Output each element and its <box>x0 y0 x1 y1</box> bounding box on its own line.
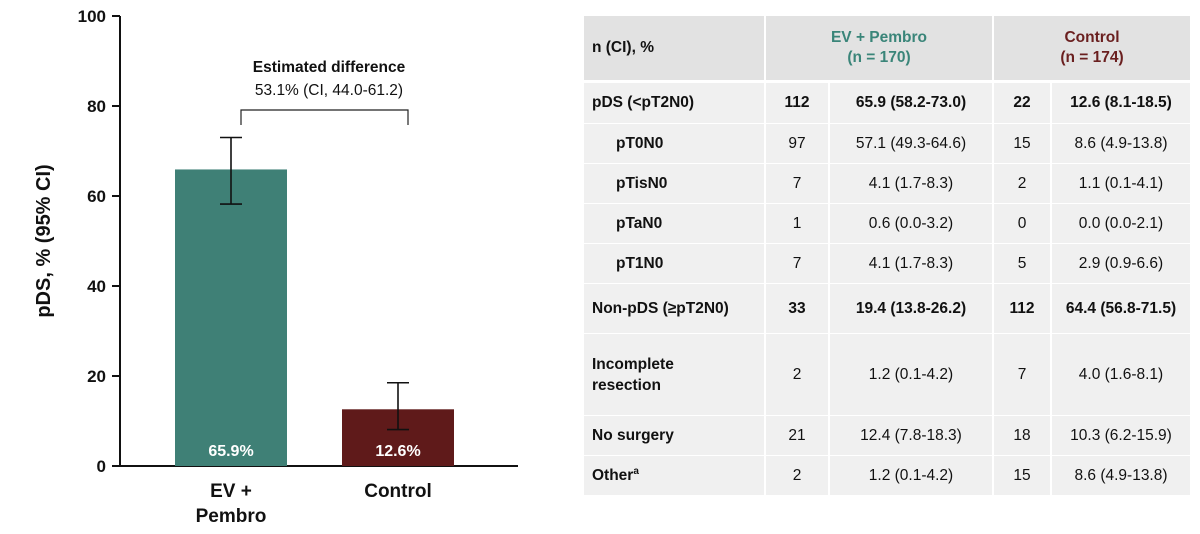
bars-group <box>175 169 454 466</box>
header-control-count: (n = 174) <box>1060 49 1124 66</box>
ev-pct: 0.6 (0.0-3.2) <box>829 203 994 244</box>
table-row: pT1N0 7 4.1 (1.7-8.3) 5 2.9 (0.9-6.6) <box>584 243 1190 284</box>
ev-pct: 65.9 (58.2-73.0) <box>829 81 994 124</box>
control-n: 18 <box>993 415 1052 456</box>
row-label: pTaN0 <box>584 203 766 244</box>
bar-value-label: 12.6% <box>375 443 420 460</box>
control-pct: 10.3 (6.2-15.9) <box>1051 415 1190 456</box>
ev-pct: 12.4 (7.8-18.3) <box>829 415 994 456</box>
table-header-row: n (CI), % EV + Pembro (n = 170) Control … <box>584 16 1190 83</box>
table-row: No surgery 21 12.4 (7.8-18.3) 18 10.3 (6… <box>584 415 1190 456</box>
control-n: 5 <box>993 243 1052 284</box>
x-category-label: Pembro <box>196 506 267 527</box>
header-ev-count: (n = 170) <box>847 49 911 66</box>
header-control: Control (n = 174) <box>993 16 1190 83</box>
control-n: 112 <box>993 283 1052 334</box>
control-pct: 64.4 (56.8-71.5) <box>1051 283 1190 334</box>
y-tick-label: 80 <box>87 97 106 116</box>
row-label: Incomplete resection <box>584 333 766 416</box>
header-ev-pembro: EV + Pembro (n = 170) <box>765 16 994 83</box>
control-pct: 8.6 (4.9-13.8) <box>1051 455 1190 496</box>
control-pct: 8.6 (4.9-13.8) <box>1051 123 1190 164</box>
ev-n: 2 <box>765 455 830 496</box>
difference-value: 53.1% (CI, 44.0-61.2) <box>255 82 403 99</box>
control-n: 0 <box>993 203 1052 244</box>
y-tick-label: 60 <box>87 187 106 206</box>
x-category-label: EV + <box>210 481 252 502</box>
difference-title: Estimated difference <box>253 59 406 76</box>
ev-pct: 1.2 (0.1-4.2) <box>829 455 994 496</box>
row-label: pT1N0 <box>584 243 766 284</box>
header-label: n (CI), % <box>584 16 766 83</box>
y-tick-label: 40 <box>87 277 106 296</box>
category-labels-group: EV + Pembro Control <box>196 481 432 527</box>
control-pct: 4.0 (1.6-8.1) <box>1051 333 1190 416</box>
value-labels-group: 65.9% 12.6% <box>208 443 420 460</box>
row-label: No surgery <box>584 415 766 456</box>
table-row: pDS (<pT2N0) 112 65.9 (58.2-73.0) 22 12.… <box>584 81 1190 124</box>
table-row: Othera 2 1.2 (0.1-4.2) 15 8.6 (4.9-13.8) <box>584 455 1190 496</box>
table-row: pTisN0 7 4.1 (1.7-8.3) 2 1.1 (0.1-4.1) <box>584 163 1190 204</box>
ev-pct: 1.2 (0.1-4.2) <box>829 333 994 416</box>
row-label: Othera <box>584 455 766 496</box>
ev-n: 2 <box>765 333 830 416</box>
error-bars-group <box>220 136 409 431</box>
y-tick-label: 100 <box>78 7 106 26</box>
ev-pct: 19.4 (13.8-26.2) <box>829 283 994 334</box>
y-axis-title: pDS, % (95% CI) <box>33 164 55 317</box>
bar <box>175 169 287 466</box>
row-label-line2: resection <box>592 376 661 394</box>
bar-value-label: 65.9% <box>208 443 253 460</box>
pds-table: n (CI), % EV + Pembro (n = 170) Control … <box>584 16 1190 496</box>
row-label: pTisN0 <box>584 163 766 204</box>
ev-n: 7 <box>765 163 830 204</box>
ev-n: 7 <box>765 243 830 284</box>
table-row: Incomplete resection 2 1.2 (0.1-4.2) 7 4… <box>584 333 1190 416</box>
ev-pct: 4.1 (1.7-8.3) <box>829 243 994 284</box>
control-n: 15 <box>993 455 1052 496</box>
header-control-name: Control <box>1064 29 1120 46</box>
ev-n: 21 <box>765 415 830 456</box>
ev-n: 112 <box>765 81 830 124</box>
y-axis-ticks: 0 20 40 60 80 100 <box>78 7 120 476</box>
x-category-label: Control <box>364 481 432 502</box>
ev-n: 33 <box>765 283 830 334</box>
control-n: 2 <box>993 163 1052 204</box>
row-label: pT0N0 <box>584 123 766 164</box>
control-n: 15 <box>993 123 1052 164</box>
row-label-line1: Incomplete <box>592 355 674 373</box>
difference-bracket <box>240 109 409 125</box>
ev-pct: 57.1 (49.3-64.6) <box>829 123 994 164</box>
y-tick-label: 0 <box>97 457 106 476</box>
header-ev-name: EV + Pembro <box>830 29 928 46</box>
y-tick-label: 20 <box>87 367 106 386</box>
table-row: pT0N0 97 57.1 (49.3-64.6) 15 8.6 (4.9-13… <box>584 123 1190 164</box>
ev-pct: 4.1 (1.7-8.3) <box>829 163 994 204</box>
control-pct: 1.1 (0.1-4.1) <box>1051 163 1190 204</box>
control-n: 7 <box>993 333 1052 416</box>
control-pct: 0.0 (0.0-2.1) <box>1051 203 1190 244</box>
row-label: Non-pDS (≥pT2N0) <box>584 283 766 334</box>
table-row: Non-pDS (≥pT2N0) 33 19.4 (13.8-26.2) 112… <box>584 283 1190 334</box>
row-label: pDS (<pT2N0) <box>584 81 766 124</box>
ev-n: 1 <box>765 203 830 244</box>
footnote-marker: a <box>633 465 639 477</box>
control-pct: 12.6 (8.1-18.5) <box>1051 81 1190 124</box>
ev-n: 97 <box>765 123 830 164</box>
control-pct: 2.9 (0.9-6.6) <box>1051 243 1190 284</box>
row-label-text: Other <box>592 466 634 484</box>
control-n: 22 <box>993 81 1052 124</box>
table-row: pTaN0 1 0.6 (0.0-3.2) 0 0.0 (0.0-2.1) <box>584 203 1190 244</box>
